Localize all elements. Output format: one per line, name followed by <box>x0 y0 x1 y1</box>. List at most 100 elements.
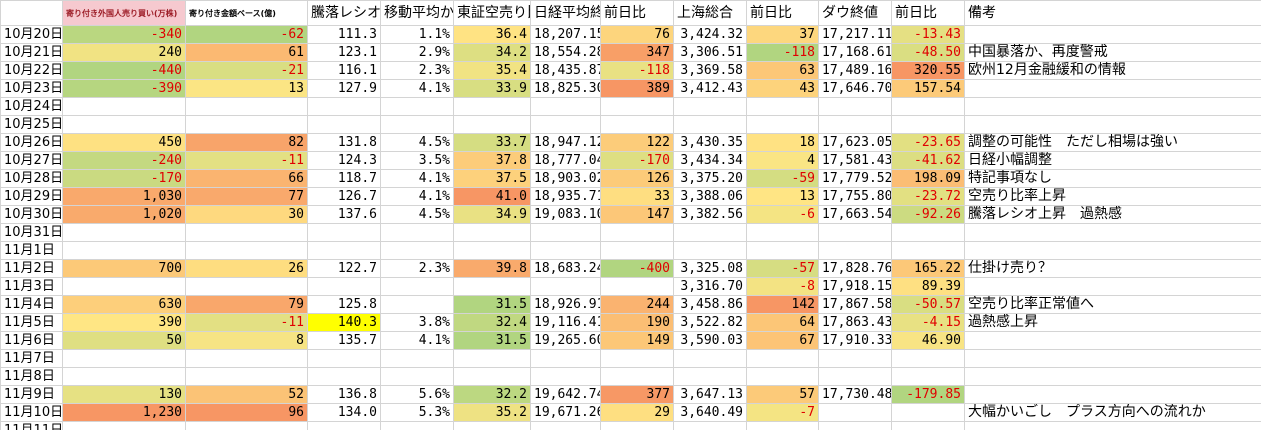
value-cell: 33 <box>600 187 674 206</box>
data-row: 10月29日 1,030 77 126.7 4.1% 41.0 18,935.71 33 3,3… <box>0 187 1261 206</box>
date-cell: 10月26日 <box>0 133 63 152</box>
value-cell <box>380 115 454 134</box>
value-cell: 57 <box>746 385 819 404</box>
date-cell: 11月5日 <box>0 313 63 332</box>
data-row: 11月5日 390 -11 140.3 3.8% 32.4 19,116.41 190 3,52… <box>0 313 1261 332</box>
value-cell: -48.50 <box>891 43 965 62</box>
value-cell: 142 <box>746 295 819 314</box>
value-cell: 39.8 <box>453 259 531 278</box>
value-cell <box>307 115 381 134</box>
value-cell: -6 <box>746 205 819 224</box>
value-cell: 19,116.41 <box>530 313 601 332</box>
date-cell: 10月22日 <box>0 61 63 80</box>
data-row: 10月20日 -340 -62 111.3 1.1% 36.4 18,207.15 76 3,4… <box>0 25 1261 44</box>
value-cell: 26 <box>185 259 308 278</box>
value-cell <box>62 223 186 242</box>
date-cell: 11月1日 <box>0 241 63 260</box>
value-cell <box>185 241 308 260</box>
value-cell: 33.7 <box>453 133 531 152</box>
value-cell: 700 <box>62 259 186 278</box>
value-cell: 3.5% <box>380 151 454 170</box>
value-cell: 118.7 <box>307 169 381 188</box>
value-cell <box>453 367 531 386</box>
value-cell: 111.3 <box>307 25 381 44</box>
value-cell <box>380 295 454 314</box>
value-cell: 89.39 <box>891 277 965 296</box>
value-cell <box>185 349 308 368</box>
value-cell: 19,642.74 <box>530 385 601 404</box>
value-cell: 140.3 <box>307 313 381 332</box>
value-cell: 17,755.80 <box>818 187 892 206</box>
value-cell: -170 <box>62 169 186 188</box>
value-cell: -440 <box>62 61 186 80</box>
value-cell: 96 <box>185 403 308 422</box>
value-cell <box>673 241 747 260</box>
value-cell: 77 <box>185 187 308 206</box>
value-cell: 17,168.61 <box>818 43 892 62</box>
date-cell: 11月2日 <box>0 259 63 278</box>
date-cell: 11月9日 <box>0 385 63 404</box>
date-cell: 10月25日 <box>0 115 63 134</box>
value-cell <box>673 367 747 386</box>
value-cell <box>673 115 747 134</box>
value-cell: 18,825.30 <box>530 79 601 98</box>
value-cell <box>380 349 454 368</box>
value-cell: 79 <box>185 295 308 314</box>
remark-cell <box>964 79 1261 98</box>
date-cell: 11月6日 <box>0 331 63 350</box>
column-header: 前日比 <box>891 0 965 26</box>
value-cell: 17,828.76 <box>818 259 892 278</box>
value-cell: 13 <box>185 79 308 98</box>
value-cell <box>600 115 674 134</box>
value-cell: 165.22 <box>891 259 965 278</box>
value-cell: -7 <box>746 403 819 422</box>
value-cell <box>600 97 674 116</box>
value-cell: 82 <box>185 133 308 152</box>
value-cell: 1,230 <box>62 403 186 422</box>
remark-cell: 特記事項なし <box>964 169 1261 188</box>
value-cell: 63 <box>746 61 819 80</box>
value-cell <box>453 421 531 430</box>
value-cell <box>600 367 674 386</box>
value-cell: -13.43 <box>891 25 965 44</box>
value-cell: 36.4 <box>453 25 531 44</box>
value-cell: 17,863.43 <box>818 313 892 332</box>
value-cell: 3,522.82 <box>673 313 747 332</box>
value-cell: 123.1 <box>307 43 381 62</box>
value-cell: 18,777.04 <box>530 151 601 170</box>
value-cell <box>891 403 965 422</box>
value-cell: 3,316.70 <box>673 277 747 296</box>
value-cell: 126 <box>600 169 674 188</box>
column-header: 上海総合 <box>673 0 747 26</box>
value-cell <box>62 277 186 296</box>
value-cell: 41.0 <box>453 187 531 206</box>
value-cell: 32.4 <box>453 313 531 332</box>
data-row: 11月7日 <box>0 349 1261 368</box>
value-cell: 137.6 <box>307 205 381 224</box>
value-cell: -240 <box>62 151 186 170</box>
column-header: ダウ終値 <box>818 0 892 26</box>
value-cell <box>530 421 601 430</box>
column-header: 寄り付き金額ベース(億) <box>185 0 308 26</box>
header-row: 寄り付き外国人売り買い(万株)寄り付き金額ベース(億)騰落レシオ移動平均かい離東… <box>0 0 1261 26</box>
value-cell: 4.5% <box>380 133 454 152</box>
value-cell <box>307 277 381 296</box>
value-cell: 32.2 <box>453 385 531 404</box>
column-header: 日経平均終値 <box>530 0 601 26</box>
value-cell: 17,217.11 <box>818 25 892 44</box>
value-cell: 17,779.52 <box>818 169 892 188</box>
value-cell: 125.8 <box>307 295 381 314</box>
remark-cell: 仕掛け売り？ <box>964 259 1261 278</box>
value-cell: 124.3 <box>307 151 381 170</box>
value-cell: 18,554.28 <box>530 43 601 62</box>
value-cell <box>307 223 381 242</box>
date-cell: 10月30日 <box>0 205 63 224</box>
remark-cell <box>964 367 1261 386</box>
value-cell: -170 <box>600 151 674 170</box>
value-cell: -400 <box>600 259 674 278</box>
value-cell <box>891 241 965 260</box>
value-cell <box>453 97 531 116</box>
value-cell: 2.3% <box>380 61 454 80</box>
data-row: 10月26日 450 82 131.8 4.5% 33.7 18,947.12 122 3,43… <box>0 133 1261 152</box>
value-cell <box>530 223 601 242</box>
